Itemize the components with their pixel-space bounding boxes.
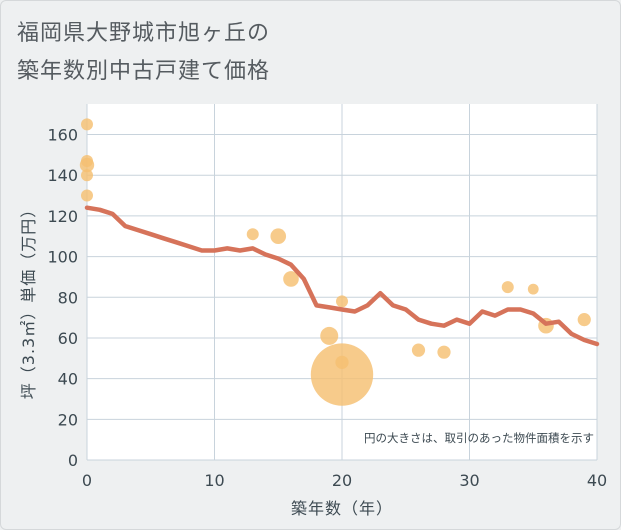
bubble-point bbox=[79, 157, 95, 173]
bubble-point bbox=[437, 345, 451, 359]
trend-line-series bbox=[84, 205, 600, 347]
y-tick-label: 0 bbox=[68, 451, 78, 470]
y-tick-label: 140 bbox=[47, 166, 78, 185]
bubble-point bbox=[246, 228, 259, 241]
y-tick-label: 60 bbox=[58, 329, 78, 348]
x-tick-label: 40 bbox=[587, 471, 607, 490]
y-tick-label: 160 bbox=[47, 126, 78, 145]
bubble-point bbox=[527, 283, 539, 295]
x-tick-label: 20 bbox=[332, 471, 352, 490]
bubble-point bbox=[81, 118, 93, 131]
y-axis-label: 坪（3.3㎡）単価（万円） bbox=[19, 201, 38, 399]
bubble-point bbox=[577, 313, 591, 327]
bubble-point bbox=[81, 169, 93, 182]
y-tick-label: 120 bbox=[47, 207, 78, 226]
x-axis-label: 築年数（年） bbox=[291, 499, 393, 518]
bubble-point bbox=[310, 343, 374, 406]
size-note: 円の大きさは、取引のあった物件面積を示す bbox=[364, 431, 594, 445]
y-tick-label: 40 bbox=[58, 370, 78, 389]
bubble-point bbox=[411, 343, 426, 357]
x-tick-label: 10 bbox=[204, 471, 224, 490]
x-tick-label: 0 bbox=[82, 471, 92, 490]
bubble-point bbox=[320, 326, 339, 345]
y-tick-labels: 0 20 40 60 80 100 120 140 160 bbox=[47, 126, 78, 470]
bubble-point bbox=[81, 189, 93, 202]
y-tick-label: 100 bbox=[47, 248, 78, 267]
y-tick-label: 20 bbox=[58, 410, 78, 429]
y-tick-label: 80 bbox=[58, 288, 78, 307]
bubble-point bbox=[335, 355, 349, 369]
bubble-point bbox=[501, 281, 514, 294]
bubble-point bbox=[336, 295, 348, 308]
chart-title-line1: 福岡県大野城市旭ヶ丘の bbox=[17, 21, 271, 46]
x-tick-label: 30 bbox=[459, 471, 479, 490]
chart-title-line2: 築年数別中古戸建て価格 bbox=[17, 59, 271, 84]
bubble-point bbox=[283, 271, 299, 287]
average-price-line bbox=[84, 205, 600, 347]
bubble-point bbox=[270, 228, 287, 245]
x-tick-labels: 0 10 20 30 40 bbox=[82, 471, 607, 490]
bubble-series bbox=[79, 118, 591, 406]
